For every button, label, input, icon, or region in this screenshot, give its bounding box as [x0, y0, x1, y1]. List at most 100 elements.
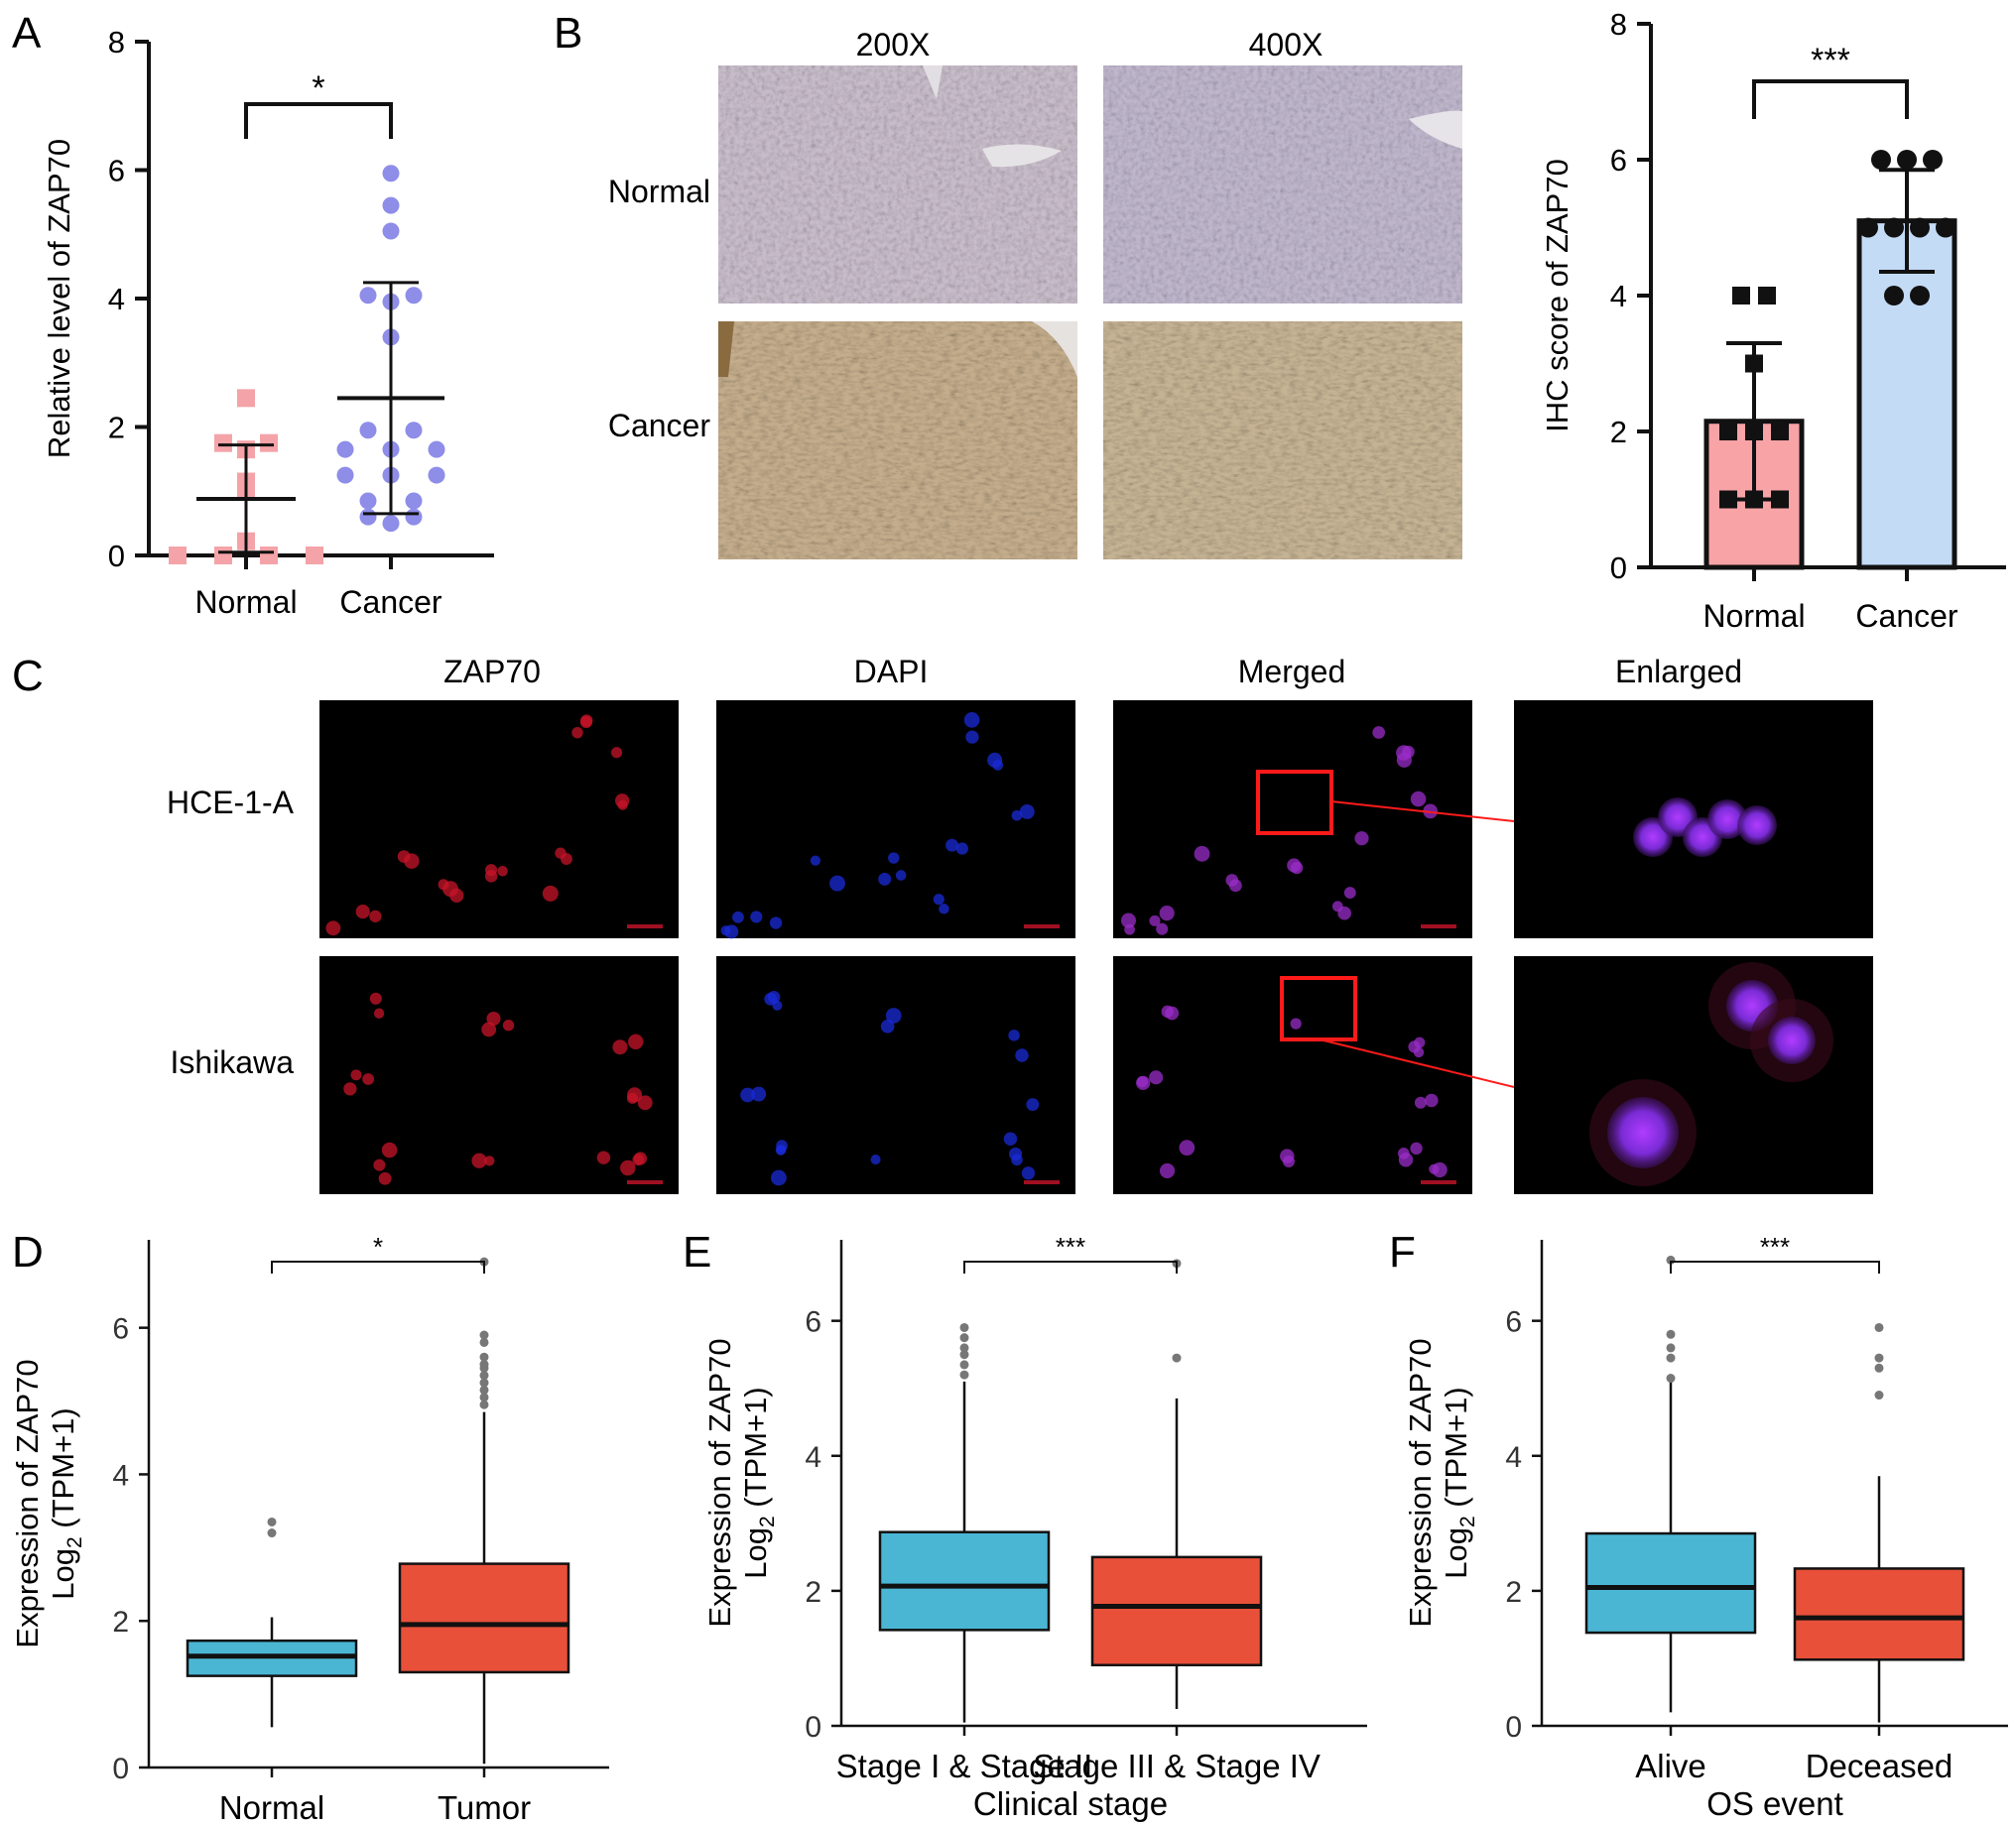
- cell-dot: [992, 760, 1004, 771]
- cell-dot: [484, 1156, 495, 1166]
- cell-dot: [1019, 803, 1035, 819]
- x-axis-title: Clinical stage: [973, 1785, 1168, 1822]
- y-axis-title-log: Log: [46, 1548, 80, 1600]
- panel-letter-a: A: [12, 9, 42, 58]
- outlier-point: [267, 1528, 277, 1538]
- panel-letter-d: D: [12, 1228, 44, 1277]
- outlier-point: [267, 1517, 277, 1526]
- cell-dot: [880, 1019, 895, 1034]
- outlier-point: [959, 1322, 969, 1332]
- data-point-cancer: [1858, 217, 1878, 238]
- cell-dot: [369, 910, 382, 922]
- panel-letter-c: C: [12, 652, 44, 700]
- cell-dot: [381, 1142, 398, 1158]
- data-point-cancer: [336, 466, 354, 484]
- fluor-image-tiles: [319, 700, 1873, 1194]
- cell-dot: [885, 1008, 902, 1024]
- cell-dot: [438, 879, 449, 891]
- y-axis-title-sub: 2: [1456, 1516, 1479, 1527]
- cell-dot: [963, 712, 980, 728]
- cell-nucleus: [1607, 1097, 1679, 1168]
- scale-bar: [627, 924, 663, 928]
- cell-dot: [1229, 879, 1242, 893]
- cell-dot: [561, 853, 572, 865]
- outlier-point: [479, 1371, 489, 1381]
- x-tick-label: Tumor: [438, 1789, 531, 1826]
- y-axis-title-line2: Log2 (TPM+1): [46, 1407, 86, 1599]
- y-tick-label: 2: [112, 1606, 129, 1639]
- zoom-box-ishikawa: [1280, 976, 1357, 1041]
- panel-letter-b: B: [554, 9, 582, 58]
- cell-dot: [945, 838, 959, 852]
- cell-dot: [1410, 1142, 1423, 1156]
- data-point-cancer: [359, 508, 377, 526]
- data-point-normal: [1745, 354, 1763, 373]
- panel-letter-f: F: [1389, 1228, 1416, 1277]
- significance-label: ***: [1811, 42, 1850, 79]
- cell-dot: [1003, 1132, 1018, 1147]
- cell-dot: [955, 842, 968, 855]
- cell-dot: [486, 1011, 501, 1027]
- y-tick-label: 4: [108, 282, 125, 316]
- data-point-normal: [306, 547, 323, 564]
- cell-dot: [1159, 1162, 1176, 1178]
- cell-nucleus: [1768, 1017, 1816, 1064]
- scale-bar: [1421, 924, 1456, 928]
- panel-letter-e: E: [683, 1228, 711, 1277]
- data-point-cancer: [405, 422, 423, 439]
- y-tick-label: 4: [1505, 1441, 1522, 1474]
- cell-dot: [1026, 1098, 1040, 1112]
- scale-bar: [1024, 1180, 1060, 1184]
- fluor-col-label-merged: Merged: [1238, 654, 1346, 689]
- cell-dot: [1159, 906, 1175, 921]
- cell-dot: [1432, 1161, 1448, 1178]
- y-tick-label: 4: [805, 1441, 821, 1474]
- chart-a: 0 2 4 6 8 Normal Cancer Relative level of ZAP70…: [42, 25, 494, 620]
- y-axis-title-log: Log: [1439, 1527, 1473, 1579]
- outlier-point: [479, 1378, 489, 1388]
- data-point-cancer: [1923, 150, 1943, 170]
- box-1: [1090, 1555, 1263, 1666]
- cell-dot: [1425, 1093, 1439, 1108]
- outlier-point: [1666, 1329, 1676, 1339]
- outlier-point: [479, 1330, 489, 1340]
- cell-dot: [829, 875, 845, 892]
- significance-bracket: [1752, 79, 1909, 119]
- ihc-image-normal-200x: [718, 65, 1077, 304]
- data-point-cancer: [1897, 150, 1917, 170]
- data-point-cancer: [1910, 286, 1930, 305]
- fluor-row-label-ishikawa: Ishikawa: [171, 1044, 295, 1080]
- fluor-tile-bg: [1113, 700, 1472, 938]
- cell-dot: [939, 904, 949, 914]
- y-axis-title-line1: Expression of ZAP70: [1403, 1338, 1438, 1627]
- fluor-tile: [319, 956, 679, 1194]
- cell-dot: [637, 1095, 653, 1111]
- y-tick-label: 4: [112, 1459, 129, 1492]
- x-tick-label-cancer: Cancer: [1855, 598, 1958, 634]
- data-point-cancer: [359, 492, 377, 510]
- y-axis-title-line2: Log2 (TPM+1): [738, 1387, 779, 1578]
- significance-bracket: [963, 1261, 1178, 1274]
- fluor-tile-bg: [319, 700, 679, 938]
- y-tick-label: 2: [805, 1576, 821, 1609]
- cell-dot: [1136, 1075, 1149, 1088]
- data-point-cancer: [359, 287, 377, 305]
- cell-dot: [933, 894, 945, 906]
- x-tick-label-normal: Normal: [1702, 598, 1805, 634]
- ihc-col-label-200x: 200X: [856, 27, 931, 62]
- cell-dot: [373, 1158, 386, 1171]
- fluor-tile: [319, 700, 679, 938]
- significance-label: *: [373, 1232, 383, 1262]
- ihc-row-label-normal: Normal: [608, 174, 710, 209]
- y-tick-label: 2: [1505, 1576, 1522, 1609]
- cell-dot: [965, 730, 979, 744]
- outlier-point: [959, 1350, 969, 1360]
- cell-dot: [776, 1144, 787, 1156]
- scale-bar: [627, 1180, 663, 1184]
- y-axis-title: IHC score of ZAP70: [1540, 159, 1575, 432]
- cell-dot: [1179, 1140, 1196, 1157]
- fluor-tile-enlarged: [1514, 956, 1873, 1194]
- cell-dot: [1015, 1048, 1029, 1062]
